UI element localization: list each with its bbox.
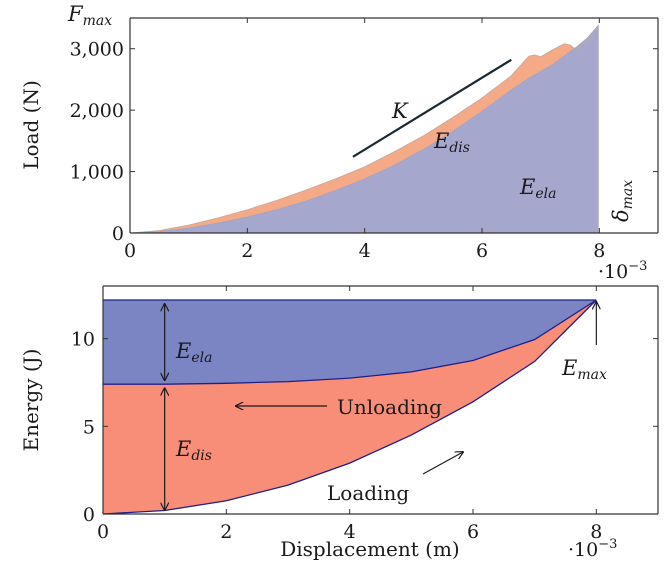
energy-chart-x-tick-label: 6	[467, 521, 479, 543]
load-chart: 0 2 4 6 8 0 1,000 2,000 3,000 Load (N) Fmax K Ed…	[19, 2, 659, 283]
energy-chart-x-multiplier: ·10−3	[568, 537, 617, 561]
dissipated-energy-label-bottom: Edis	[175, 437, 212, 464]
load-chart-x-tick-label: 0	[124, 240, 136, 262]
load-chart-x-tick-label: 6	[476, 240, 488, 262]
loading-curve	[129, 25, 600, 234]
energy-chart-y-label: Energy (J)	[19, 349, 43, 452]
max-displacement-label: δmax	[609, 180, 636, 222]
load-chart-y-tick-label: 2,000	[70, 100, 124, 122]
load-chart-x-tick-label: 2	[241, 240, 253, 262]
load-chart-y-label: Load (N)	[19, 80, 43, 170]
energy-chart-x-tick-label: 8	[590, 521, 602, 543]
energy-chart-y-tick-label: 10	[71, 329, 95, 351]
load-chart-y-tick-label: 0	[112, 223, 124, 245]
load-chart-y-tick-label: 1,000	[70, 162, 124, 184]
energy-chart-x-tick-label: 2	[220, 521, 232, 543]
dissipated-energy-label: Edis	[433, 129, 470, 156]
energy-chart-areas	[102, 299, 597, 515]
loading-label: Loading	[327, 481, 409, 505]
energy-chart: 0 2 4 6 8 0 5 10 Energy (J) Displacement (m) Ee…	[19, 285, 659, 561]
elastic-energy-region	[103, 300, 597, 385]
energy-chart-x-tick-label: 4	[344, 521, 356, 543]
elastic-energy-label: Eela	[519, 175, 556, 202]
energy-chart-y-tick-label: 5	[83, 416, 95, 438]
load-chart-x-multiplier: ·10−3	[598, 259, 647, 283]
max-energy-label: Emax	[561, 356, 607, 383]
unloading-label: Unloading	[337, 395, 442, 419]
load-chart-y-tick-label: 3,000	[70, 39, 124, 61]
energy-chart-arrows	[165, 302, 597, 510]
load-chart-areas	[129, 23, 600, 234]
stiffness-label: K	[391, 99, 409, 123]
elastic-energy-area	[130, 24, 600, 233]
elastic-energy-label-bottom: Eela	[175, 339, 212, 366]
dissipated-energy-region	[103, 300, 597, 514]
energy-chart-x-tick-label: 0	[97, 521, 109, 543]
stiffness-tangent-line	[352, 58, 512, 158]
load-chart-ticks: 0 2 4 6 8 0 1,000 2,000 3,000	[70, 18, 658, 262]
loading-energy-curve	[102, 299, 597, 515]
fmax-label: Fmax	[67, 2, 112, 29]
energy-chart-x-label: Displacement (m)	[280, 537, 460, 561]
energy-chart-ticks: 0 2 4 6 8 0 5 10	[71, 286, 658, 543]
load-chart-x-tick-label: 8	[593, 240, 605, 262]
load-chart-x-tick-label: 4	[359, 240, 371, 262]
loading-arrow	[422, 452, 463, 475]
unloading-energy-curve	[103, 299, 597, 385]
unloading-curve	[129, 23, 600, 234]
energy-chart-y-tick-label: 0	[83, 504, 95, 526]
